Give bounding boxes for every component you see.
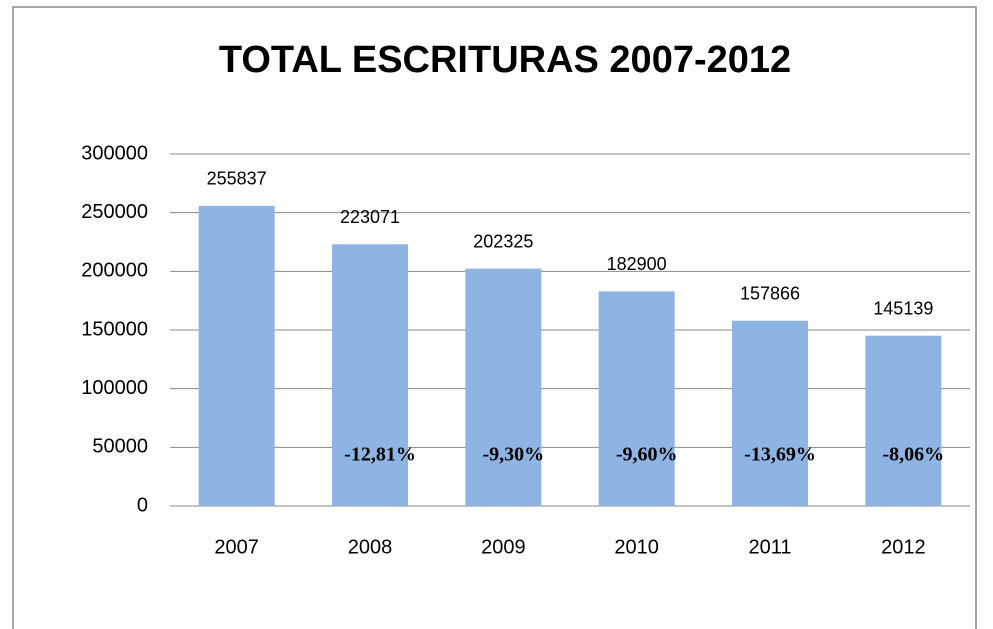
x-tick-label: 2010 bbox=[614, 536, 659, 558]
y-tick-label: 200000 bbox=[81, 260, 148, 282]
x-tick-label: 2011 bbox=[748, 536, 791, 558]
bar bbox=[332, 244, 408, 506]
x-tick-label: 2008 bbox=[348, 536, 393, 558]
x-tick-label: 2012 bbox=[881, 536, 926, 558]
data-label: 182900 bbox=[607, 254, 667, 274]
annotation: -13,69% bbox=[744, 444, 816, 466]
y-tick-label: 150000 bbox=[81, 318, 148, 340]
data-label: 223071 bbox=[340, 207, 400, 227]
data-label: 157866 bbox=[740, 284, 800, 304]
y-tick-label: 100000 bbox=[81, 377, 148, 399]
bar bbox=[198, 205, 275, 506]
y-tick-label: 0 bbox=[137, 494, 148, 516]
data-label: 202325 bbox=[473, 231, 533, 251]
bar bbox=[465, 268, 542, 506]
chart-frame bbox=[12, 6, 977, 629]
annotation: -8,06% bbox=[882, 444, 944, 466]
x-tick-label: 2009 bbox=[481, 536, 526, 558]
data-label: 255837 bbox=[207, 169, 267, 189]
y-tick-label: 50000 bbox=[92, 436, 148, 458]
x-tick-label: 2007 bbox=[214, 536, 259, 558]
bar bbox=[732, 320, 808, 506]
bar bbox=[865, 335, 942, 506]
annotation: -9,60% bbox=[616, 444, 678, 466]
y-tick-label: 300000 bbox=[81, 142, 148, 164]
data-label: 145139 bbox=[873, 298, 933, 318]
bar bbox=[598, 291, 675, 506]
annotation: -9,30% bbox=[482, 444, 544, 466]
y-tick-label: 250000 bbox=[81, 201, 148, 223]
chart-title: TOTAL ESCRITURAS 2007-2012 bbox=[219, 39, 791, 81]
annotation: -12,81% bbox=[344, 444, 416, 466]
